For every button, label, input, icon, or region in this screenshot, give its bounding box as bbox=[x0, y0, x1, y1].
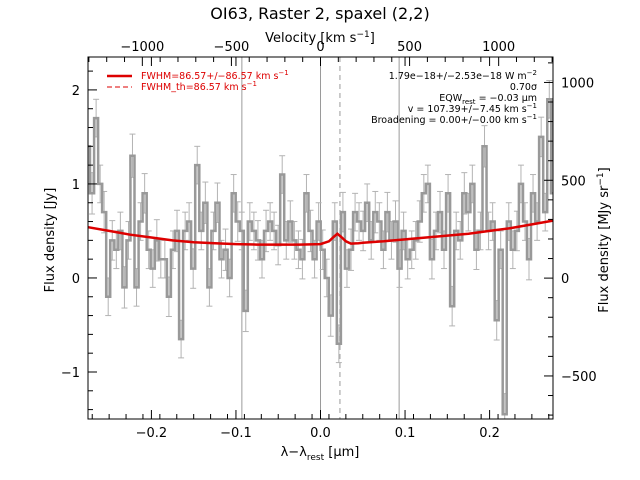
chart-title: OI63, Raster 2, spaxel (2,2) bbox=[210, 4, 429, 23]
x2-tick-label: 500 bbox=[397, 40, 422, 55]
flux-line bbox=[88, 98, 553, 416]
x2-axis-label: Velocity [km s−1] bbox=[265, 30, 375, 46]
legend-entry-fwhm-th: FWHM_th=86.57 km s−1 bbox=[141, 80, 257, 93]
fit-annotations: 1.79e−18+/−2.53e−18 W m−2 0.70σ EQWrest … bbox=[371, 69, 537, 126]
x-tick-label: 0.0 bbox=[310, 426, 331, 441]
annotation-broadening: Broadening = 0.00+/−0.00 km s−1 bbox=[371, 113, 537, 126]
axis-ticks: −0.2 −0.1 0.0 0.1 0.2 −1000 −500 0 500 1000 −1 0 1 2 −… bbox=[61, 40, 597, 441]
x2-tick-label: −500 bbox=[214, 40, 250, 55]
x2-tick-label: 0 bbox=[316, 40, 324, 55]
legend: FWHM=86.57+/−86.57 km s−1 FWHM_th=86.57 … bbox=[107, 69, 289, 93]
y-tick-label: 1 bbox=[72, 178, 80, 193]
x-tick-label: −0.2 bbox=[136, 426, 168, 441]
x-tick-label: 0.2 bbox=[479, 426, 500, 441]
fit-line bbox=[87, 219, 554, 246]
plot-frame bbox=[87, 56, 554, 420]
y-axis-label: Flux density [Jy] bbox=[43, 188, 58, 293]
annotation-line-flux: 1.79e−18+/−2.53e−18 W m−2 bbox=[389, 69, 537, 82]
annotation-eqw: EQWrest = −0.03 μm bbox=[439, 93, 537, 106]
y2-tick-label: 1000 bbox=[561, 76, 594, 91]
y-tick-label: −1 bbox=[61, 366, 80, 381]
y2-tick-label: 500 bbox=[561, 174, 586, 189]
x-axis-label: λ−λrest [μm] bbox=[281, 445, 360, 463]
y2-tick-label: −500 bbox=[561, 370, 597, 385]
y2-tick-label: 0 bbox=[561, 272, 569, 287]
x2-tick-label: 1000 bbox=[482, 40, 515, 55]
y-tick-label: 0 bbox=[72, 272, 80, 287]
legend-entry-fwhm: FWHM=86.57+/−86.57 km s−1 bbox=[141, 69, 289, 82]
fit-series bbox=[87, 219, 554, 246]
y-tick-label: 2 bbox=[72, 84, 80, 99]
x-tick-label: 0.1 bbox=[395, 426, 416, 441]
x-tick-label: −0.1 bbox=[220, 426, 252, 441]
annotation-velocity: v = 107.39+/−7.45 km s−1 bbox=[408, 102, 537, 115]
x2-tick-label: −1000 bbox=[120, 40, 164, 55]
y2-axis-label: Flux density [MJy sr−1] bbox=[596, 167, 612, 312]
annotation-significance: 0.70σ bbox=[510, 82, 537, 93]
flux-series bbox=[88, 98, 553, 416]
